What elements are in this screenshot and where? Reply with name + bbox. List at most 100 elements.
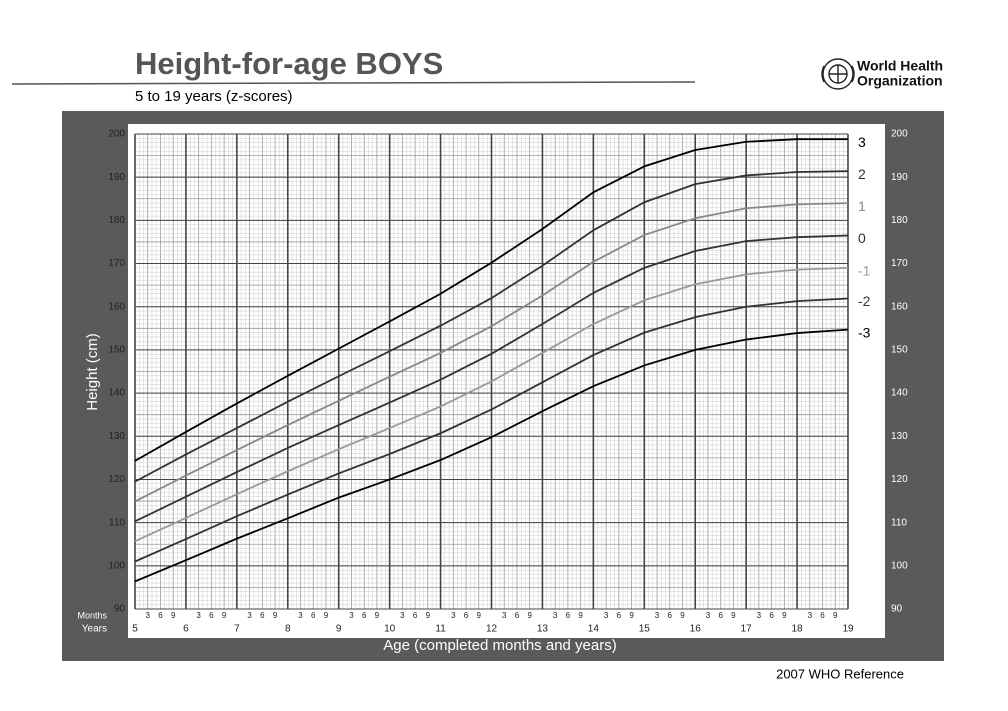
month-label: 9 (222, 611, 227, 620)
y-tick-label: 110 (109, 517, 125, 528)
who-logo (821, 58, 855, 90)
y-tick-label: 130 (108, 431, 125, 442)
month-label: 9 (782, 611, 787, 620)
month-label: 6 (158, 611, 163, 620)
organization-name: Organization (857, 73, 943, 89)
z-score-line (134, 170, 849, 483)
z-score-line (134, 328, 849, 583)
month-label: 9 (375, 611, 380, 620)
series-label: 0 (858, 230, 866, 246)
month-label: 6 (566, 611, 571, 620)
y-tick-label: 180 (108, 215, 125, 226)
y-tick-label: 180 (891, 215, 908, 226)
z-score-line (134, 202, 849, 503)
x-tick-label: 7 (234, 624, 240, 635)
chart-title: Height-for-age BOYS (135, 46, 443, 81)
month-label: 3 (502, 611, 507, 620)
x-tick-label: 17 (741, 624, 753, 635)
y-tick-label: 140 (108, 388, 125, 399)
x-tick-label: 19 (842, 624, 854, 635)
x-tick-label: 9 (336, 624, 342, 635)
y-tick-label: 120 (891, 474, 908, 485)
x-row-label: Years (82, 624, 107, 635)
z-score-line (134, 266, 849, 543)
month-label: 9 (578, 611, 583, 620)
x-tick-label: 12 (486, 624, 498, 635)
month-label: 3 (655, 611, 660, 620)
x-tick-label: 5 (132, 624, 138, 635)
series-label: -1 (858, 263, 871, 279)
month-label: 6 (668, 611, 673, 620)
y-tick-label: 90 (891, 604, 903, 615)
y-tick-label: 100 (891, 560, 908, 571)
month-label: 3 (247, 611, 252, 620)
lines (134, 138, 849, 583)
y-tick-label: 170 (891, 258, 908, 269)
x-axis-label: Age (completed months and years) (383, 637, 616, 654)
y-tick-label: 190 (108, 172, 125, 183)
y-tick-label: 140 (891, 388, 908, 399)
y-tick-label: 100 (108, 560, 125, 571)
footer: 2007 WHO Reference (776, 666, 904, 681)
z-score-line (134, 234, 849, 523)
x-tick-label: 8 (285, 624, 291, 635)
month-label: 6 (260, 611, 265, 620)
month-label: 6 (820, 611, 825, 620)
z-score-line (134, 297, 849, 563)
month-label: 3 (706, 611, 711, 620)
month-label: 9 (171, 611, 176, 620)
month-label: 6 (718, 611, 723, 620)
month-label: 9 (629, 611, 634, 620)
z-score-line (134, 138, 848, 462)
month-label: 9 (477, 611, 482, 620)
month-label: 6 (209, 611, 214, 620)
y-tick-label: 190 (891, 172, 908, 183)
series-label: -2 (858, 293, 871, 309)
month-label: 3 (451, 611, 456, 620)
y-axis-label: Height (cm) (84, 333, 101, 411)
month-label: 9 (731, 611, 736, 620)
month-label: 3 (757, 611, 762, 620)
month-label: 6 (362, 611, 367, 620)
month-label: 6 (413, 611, 418, 620)
y-tick-label: 200 (891, 129, 908, 140)
y-tick-label: 170 (108, 258, 125, 269)
month-label: 3 (400, 611, 405, 620)
chart-subtitle: 5 to 19 years (z-scores) (135, 88, 293, 105)
series-label: 1 (858, 198, 866, 214)
month-label: 3 (808, 611, 813, 620)
month-label: 3 (146, 611, 151, 620)
month-label: 3 (604, 611, 609, 620)
month-label: 9 (527, 611, 532, 620)
month-label: 3 (196, 611, 201, 620)
month-label: 9 (680, 611, 685, 620)
month-label: 9 (833, 611, 838, 620)
x-tick-label: 11 (435, 624, 446, 635)
y-tick-label: 160 (108, 301, 125, 312)
y-tick-label: 90 (114, 604, 126, 615)
month-label: 6 (311, 611, 316, 620)
x-tick-label: 13 (537, 624, 549, 635)
x-row-label: Months (77, 610, 107, 620)
month-label: 3 (553, 611, 558, 620)
month-label: 9 (273, 611, 278, 620)
x-tick-label: 10 (384, 624, 396, 635)
organization-name: World Health (857, 58, 943, 74)
x-tick-label: 18 (792, 624, 804, 635)
x-tick-label: 6 (183, 624, 189, 635)
series-label: 3 (858, 134, 866, 150)
x-tick-label: 16 (690, 624, 702, 635)
title-rule (11, 81, 696, 85)
x-tick-label: 14 (588, 624, 600, 635)
y-tick-label: 160 (891, 301, 908, 312)
series-label: -3 (858, 324, 871, 340)
y-tick-label: 150 (891, 345, 908, 356)
y-tick-label: 150 (108, 345, 125, 356)
month-label: 6 (769, 611, 774, 620)
month-label: 6 (515, 611, 520, 620)
month-label: 9 (324, 611, 329, 620)
month-label: 9 (426, 611, 431, 620)
grid (134, 133, 849, 610)
y-tick-label: 200 (108, 129, 125, 140)
